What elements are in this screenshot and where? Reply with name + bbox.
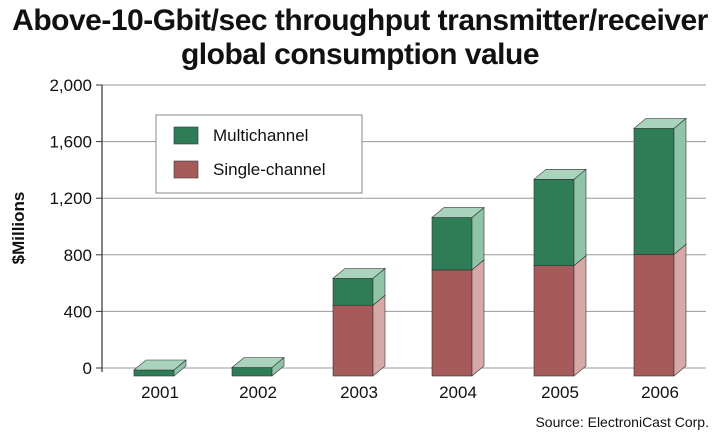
bar-multichannel-2006-top — [633, 118, 687, 129]
bar-multichannel-2006 — [633, 117, 687, 255]
y-tick-label: 1,600 — [49, 133, 92, 152]
bar-single-channel-2003-front — [332, 304, 374, 377]
bar-single-channel-2005 — [533, 254, 587, 377]
bar-layer — [133, 117, 687, 377]
legend-swatch-multichannel — [173, 126, 199, 145]
bar-multichannel-2004 — [431, 206, 485, 271]
bar-multichannel-2003-front — [332, 278, 374, 306]
y-tick-label: 1,200 — [49, 189, 92, 208]
bar-multichannel-2005-top — [533, 169, 587, 180]
bar-multichannel-2006-front — [633, 128, 675, 255]
chart-title-line-2: global consumption value — [180, 38, 540, 71]
y-tick-label: 800 — [64, 246, 92, 265]
bar-single-channel-2004 — [431, 259, 485, 377]
bar-multichannel-2002-front — [231, 367, 273, 377]
bar-multichannel-2002-top — [231, 357, 285, 368]
bar-multichannel-2003 — [332, 267, 386, 306]
label-layer: 0 400 800 1,200 1,600 2,000 2001 2002 2003 2004 20… — [49, 76, 678, 402]
bar-multichannel-2005-side — [573, 168, 587, 267]
bar-single-channel-2006-side — [673, 243, 687, 377]
bar-multichannel-2004-side — [471, 206, 485, 271]
x-tick-label: 2002 — [239, 383, 277, 402]
bar-single-channel-2005-front — [533, 265, 575, 377]
bar-multichannel-2005 — [533, 168, 587, 267]
legend-label-multichannel: Multichannel — [213, 126, 308, 145]
bar-single-channel-2003 — [332, 294, 386, 377]
legend: Multichannel Single-channel — [155, 114, 363, 194]
x-tick-label: 2001 — [141, 383, 179, 402]
bar-multichannel-2001 — [133, 359, 187, 377]
bar-single-channel-2006 — [633, 243, 687, 377]
chart-title-line-1: Above-10-Gbit/sec throughput transmitter… — [12, 4, 708, 37]
bar-single-channel-2004-front — [431, 269, 473, 377]
y-axis-title: $Millions — [9, 192, 28, 265]
bar-single-channel-2005-side — [573, 254, 587, 377]
legend-label-single-channel: Single-channel — [213, 160, 325, 179]
bar-multichannel-2003-top — [332, 268, 386, 279]
x-tick-label: 2006 — [641, 383, 679, 402]
x-tick-label: 2004 — [439, 383, 477, 402]
bar-multichannel-2001-top — [133, 359, 187, 371]
y-tick-label: 0 — [83, 359, 92, 378]
bar-multichannel-2004-top — [431, 207, 485, 218]
axis-layer — [96, 84, 103, 372]
bar-multichannel-2001-front — [133, 369, 175, 377]
legend-swatch-single-channel — [173, 160, 199, 179]
bar-multichannel-2004-front — [431, 217, 473, 271]
source-note: Source: ElectroniCast Corp. — [535, 414, 709, 430]
bar-multichannel-2005-front — [533, 179, 575, 266]
bar-single-channel-2006-front — [633, 254, 675, 377]
x-tick-label: 2005 — [541, 383, 579, 402]
bar-single-channel-2004-side — [471, 259, 485, 377]
bar-multichannel-2002 — [231, 356, 285, 377]
bar-single-channel-2003-side — [372, 294, 386, 377]
y-tick-label: 2,000 — [49, 76, 92, 95]
y-tick-label: 400 — [64, 302, 92, 321]
bar-multichannel-2006-side — [673, 117, 687, 255]
x-tick-label: 2003 — [340, 383, 378, 402]
